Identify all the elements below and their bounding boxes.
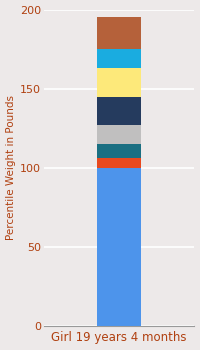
- Bar: [97, 97, 141, 125]
- Bar: [97, 144, 141, 158]
- Y-axis label: Percentile Weight in Pounds: Percentile Weight in Pounds: [6, 95, 16, 240]
- Bar: [97, 49, 141, 68]
- Bar: [97, 125, 141, 144]
- Bar: [97, 158, 141, 168]
- Bar: [97, 168, 141, 326]
- Bar: [97, 68, 141, 97]
- Bar: [97, 18, 141, 49]
